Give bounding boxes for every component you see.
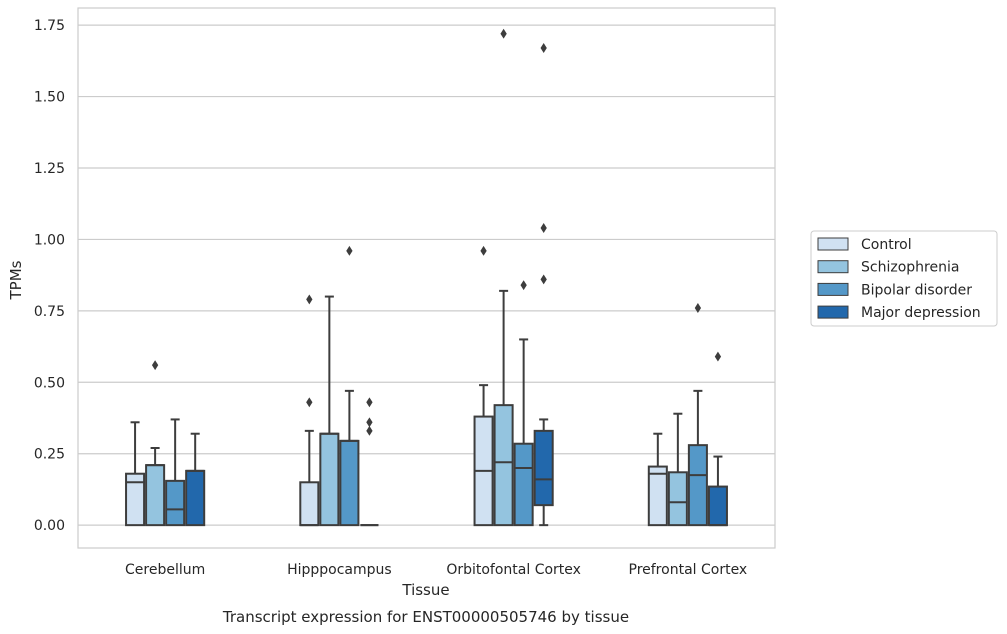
box-body [493,404,514,527]
x-tick-label: Prefrontal Cortex [629,562,748,578]
outlier-point [346,245,353,256]
legend-frame [810,230,998,327]
x-axis-label: Tissue [401,581,449,599]
x-tick-label: Orbitofontal Cortex [446,562,581,578]
box-schizophrenia [493,28,514,527]
box-groups [125,28,728,527]
y-tick-label: 0.75 [34,304,65,320]
box-control [647,432,668,527]
legend-label: Schizophrenia [861,260,959,276]
legend-label: Bipolar disorder [861,282,972,298]
box-body [667,471,688,527]
box-body [533,429,554,507]
box-body [125,472,146,527]
outlier-point [480,245,487,256]
legend-swatch [817,237,849,251]
outlier-point [306,294,313,305]
outlier-point [500,28,507,39]
box-body [687,444,708,527]
outlier-point [540,274,547,285]
y-tick-labels: 0.00 0.25 0.50 0.75 1.00 1.25 1.50 1.75 [34,18,65,534]
box-schizophrenia [145,360,166,527]
legend-label: Major depression [861,305,981,321]
box-major-depression [185,432,206,527]
y-tick-label: 0.50 [34,375,65,391]
legend-label: Control [861,237,912,253]
outlier-point [306,397,313,408]
x-tick-label: Cerebellum [125,562,205,578]
box-control [125,421,146,527]
box-body [513,442,534,527]
outlier-point [366,425,373,436]
y-tick-label: 1.25 [34,161,65,177]
grid-lines [78,24,775,526]
outlier-point [520,280,527,291]
outlier-point [714,351,722,362]
legend-swatch [817,305,849,319]
outlier-point [366,417,373,428]
box-schizophrenia [667,412,688,527]
y-tick-label: 1.00 [34,232,65,248]
box-bipolar-disorder [339,245,360,527]
box-major-depression [707,351,728,527]
box-body [145,464,166,527]
box-bipolar-disorder [513,280,534,527]
outlier-point [366,397,373,408]
outlier-point [540,43,547,53]
box-bipolar-disorder [687,303,708,527]
y-tick-label: 0.00 [34,518,65,534]
box-body [165,479,186,527]
legend: Control Schizophrenia Bipolar disorder Majo… [810,230,998,327]
legend-swatch [817,260,849,274]
y-axis-label: TPMs [7,260,25,300]
outlier-point [694,303,702,313]
box-body [339,439,360,527]
box-major-depression [533,43,554,527]
box-control [299,294,320,527]
x-tick-label: Hipppocampus [287,562,392,578]
box-schizophrenia [319,295,340,527]
outlier-point [540,223,547,233]
box-control [473,245,494,527]
box-body [707,485,728,527]
legend-swatch [817,282,849,296]
x-tick-labels: Cerebellum Hipppocampus Orbitofontal Corte… [125,562,747,578]
box-body [319,432,340,527]
y-tick-label: 0.25 [34,447,65,463]
box-body [185,469,206,527]
box-bipolar-disorder [165,418,186,527]
chart-caption: Transcript expression for ENST0000050574… [222,608,629,626]
y-tick-label: 1.50 [34,90,65,106]
plot-frame [77,7,776,549]
box-body [647,465,668,527]
outlier-point [151,360,159,371]
box-body [299,481,320,527]
box-major-depression [360,397,379,527]
y-tick-label: 1.75 [34,18,65,34]
